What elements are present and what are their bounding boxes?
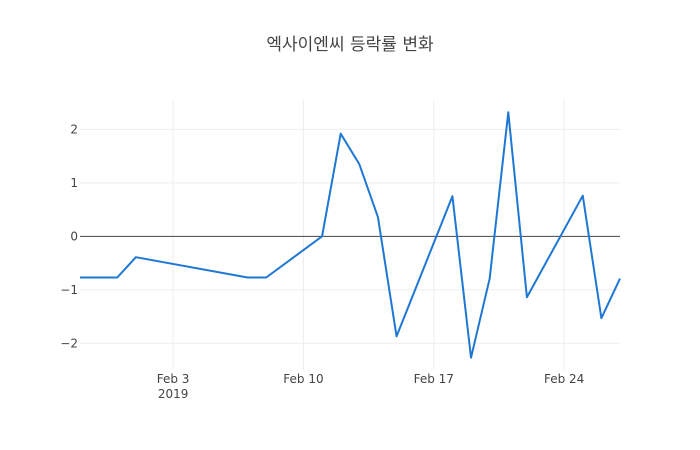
grid (80, 100, 620, 370)
y-tick-label: 2 (70, 122, 78, 136)
x-tick-label: Feb 17 (414, 372, 454, 386)
series-line (80, 111, 621, 359)
y-tick-label: 1 (70, 176, 78, 190)
x-tick-label: Feb 24 (544, 372, 584, 386)
series-layer (80, 111, 621, 359)
x-tick-label: Feb 3 (157, 372, 190, 386)
y-tick-label: 0 (70, 229, 78, 243)
y-tick-label: −2 (60, 336, 78, 350)
x-tick-label: Feb 10 (283, 372, 323, 386)
chart-title: 엑사이엔씨 등락률 변화 (266, 35, 434, 55)
x-tick-year-label: 2019 (158, 387, 189, 401)
y-tick-label: −1 (60, 283, 78, 297)
